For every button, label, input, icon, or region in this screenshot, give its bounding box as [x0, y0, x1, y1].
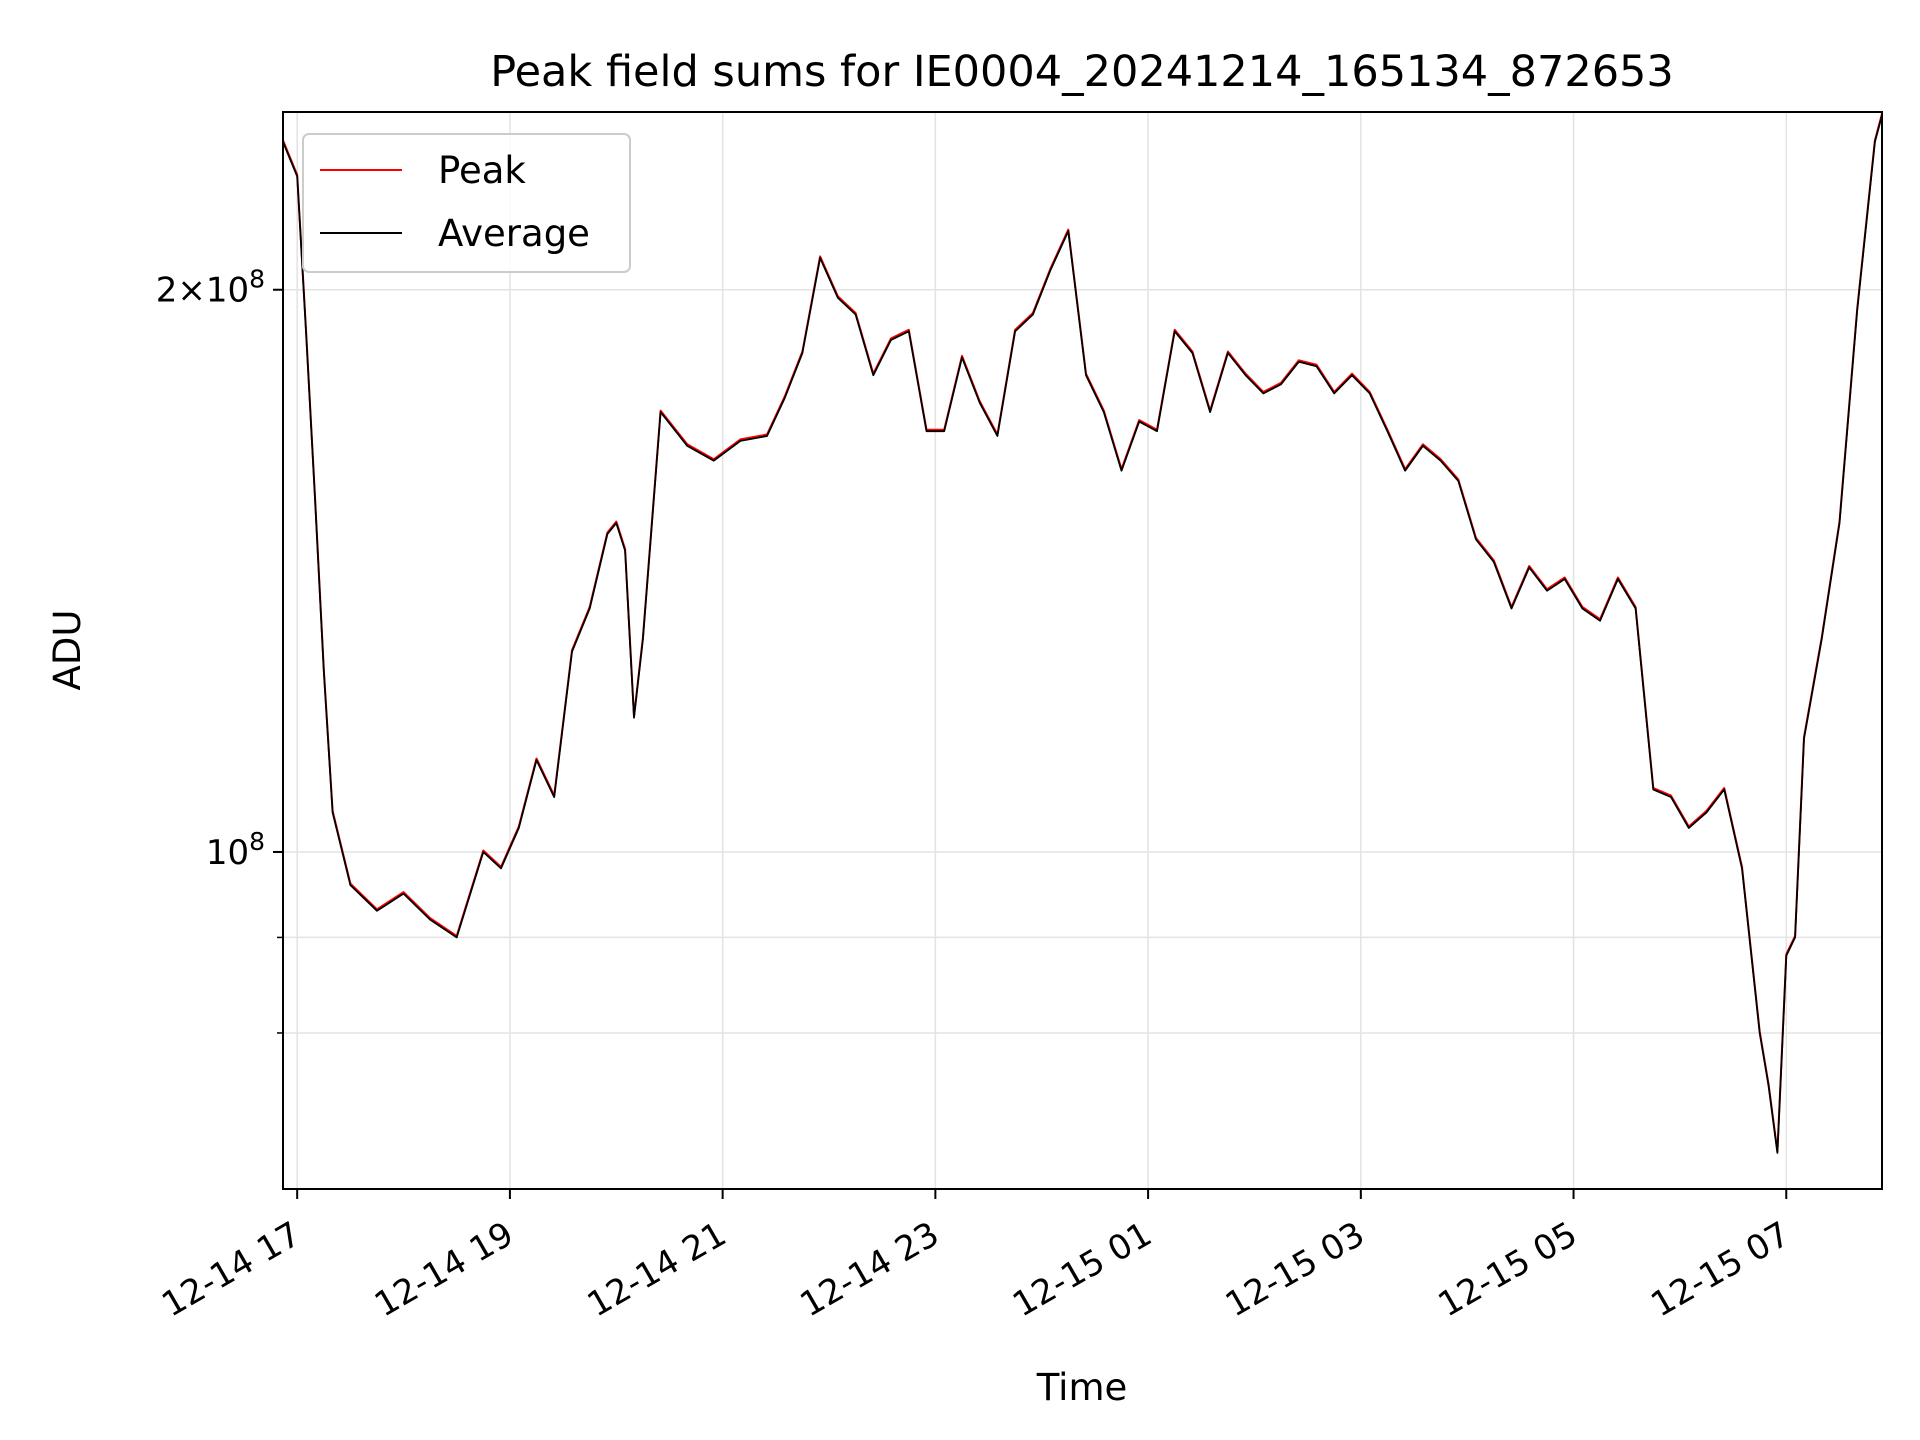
legend-label-average: Average [438, 212, 590, 255]
series-line-average [282, 115, 1883, 1154]
legend-box [302, 133, 631, 273]
chart-title: Peak field sums for IE0004_20241214_1651… [490, 47, 1674, 97]
series-lines [282, 113, 1883, 1154]
y-axis-label: ADU [46, 610, 89, 691]
y-tick-label: 108 [206, 827, 265, 873]
grid [283, 112, 1882, 1189]
y-tick-label: 2×108 [156, 265, 265, 311]
x-axis-label: Time [1036, 1366, 1128, 1409]
legend: Peak Average [302, 133, 631, 273]
legend-label-peak: Peak [438, 149, 526, 192]
plot-frame [282, 111, 1883, 1190]
